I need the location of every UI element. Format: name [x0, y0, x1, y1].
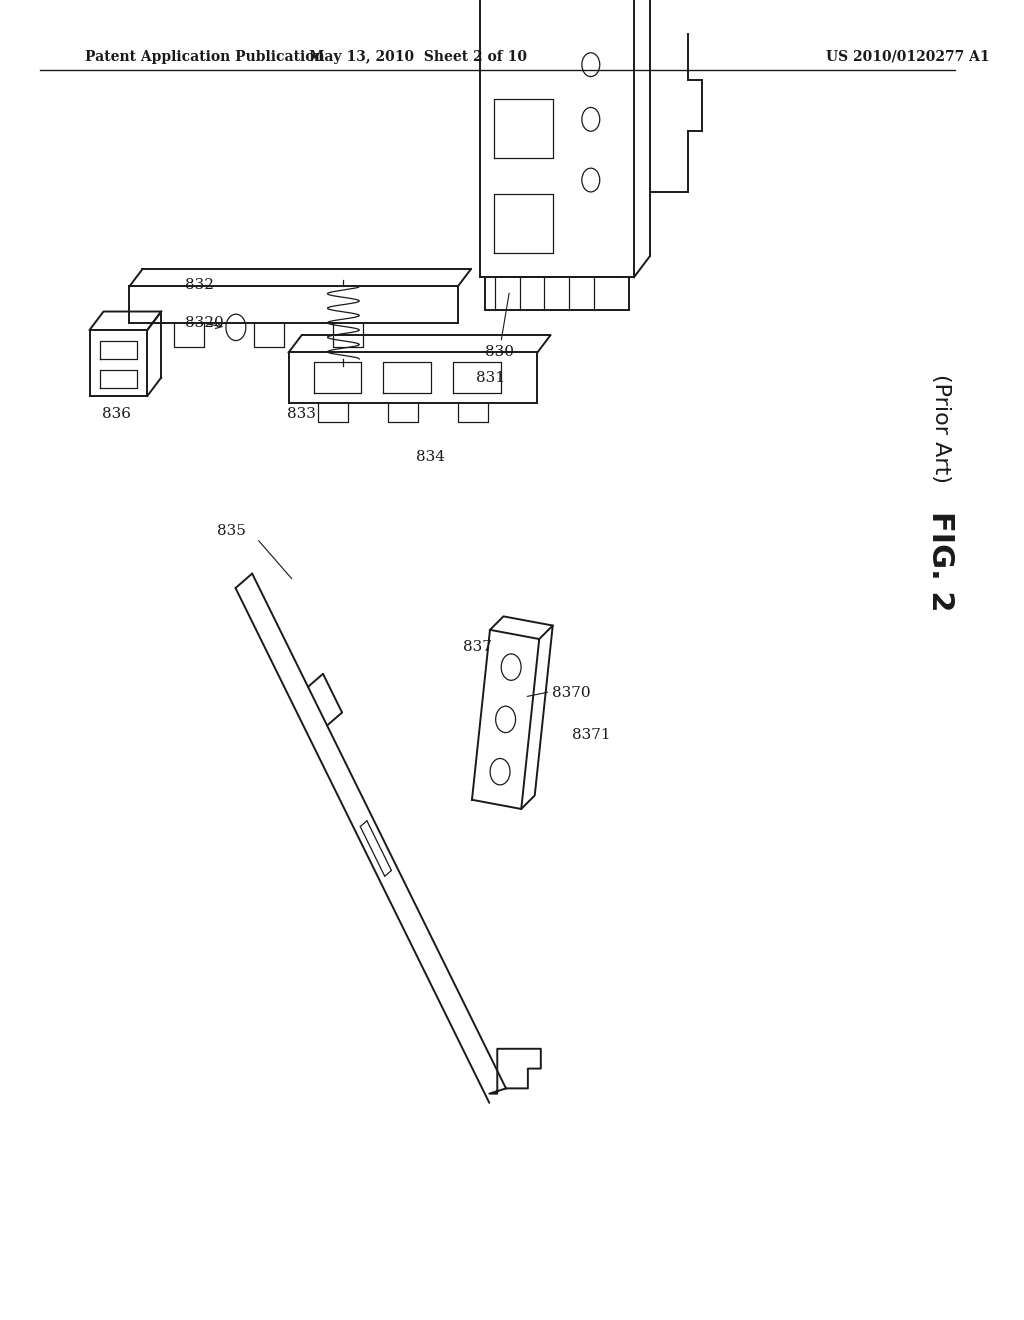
- Text: 830: 830: [484, 293, 514, 359]
- Text: 8370: 8370: [552, 686, 591, 700]
- Text: May 13, 2010  Sheet 2 of 10: May 13, 2010 Sheet 2 of 10: [309, 50, 527, 63]
- Text: Patent Application Publication: Patent Application Publication: [85, 50, 325, 63]
- Text: 836: 836: [101, 407, 130, 421]
- Text: 832: 832: [185, 279, 214, 292]
- Text: 835: 835: [217, 524, 246, 537]
- Text: 831: 831: [476, 371, 505, 384]
- Text: US 2010/0120277 A1: US 2010/0120277 A1: [826, 50, 990, 63]
- Text: 833: 833: [287, 408, 315, 421]
- Text: 834: 834: [416, 450, 445, 463]
- Text: 8320: 8320: [185, 317, 224, 330]
- Text: FIG. 2: FIG. 2: [926, 511, 955, 611]
- Text: 8371: 8371: [572, 729, 611, 742]
- Text: 837: 837: [463, 640, 492, 653]
- Text: (Prior Art): (Prior Art): [931, 375, 950, 483]
